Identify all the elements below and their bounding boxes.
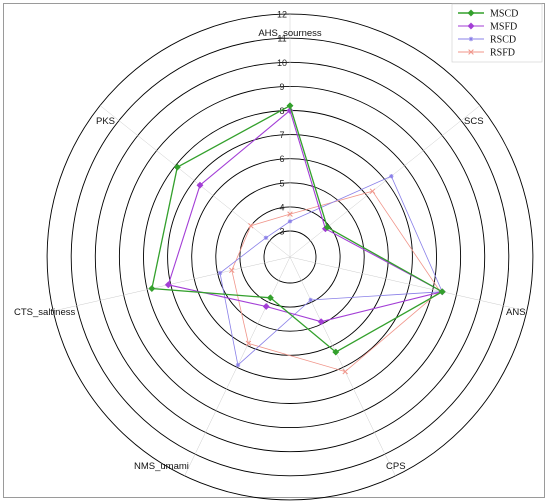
tick-label: 7 — [279, 130, 284, 140]
series-line-msfd — [167, 109, 444, 323]
legend-swatch-marker — [468, 36, 474, 42]
chart-frame — [3, 3, 545, 498]
data-point-rsfd — [342, 368, 348, 375]
data-point-rscd — [217, 270, 223, 276]
axis-label-nms_umami: NMS_umami — [134, 461, 189, 472]
tick-label: 11 — [277, 34, 286, 44]
data-point-mscd — [266, 294, 274, 302]
series-line-rscd — [219, 175, 443, 366]
data-point-rsfd — [369, 188, 376, 194]
tick-label: 10 — [277, 58, 287, 68]
legend-swatch-marker — [467, 9, 475, 17]
axis-label-ahs_sourness: AHS_sourness — [258, 28, 322, 39]
data-point-mscd — [323, 223, 331, 231]
data-point-rscd — [287, 219, 293, 224]
legend-label: MSFD — [490, 22, 517, 33]
data-point-rsfd — [245, 340, 252, 347]
series-line-mscd — [151, 104, 444, 353]
axis-label-cts_saltiness: CTS_saltiness — [14, 307, 75, 318]
data-point-mscd — [286, 102, 294, 110]
tick-label: 3 — [279, 227, 284, 237]
data-point-msfd — [196, 181, 204, 189]
data-point-mscd — [148, 284, 156, 293]
tick-label: 6 — [279, 154, 284, 164]
tick-label: 9 — [279, 82, 284, 92]
series-line-rsfd — [231, 190, 441, 373]
data-point-rscd — [389, 173, 394, 179]
data-point-msfd — [317, 318, 325, 326]
data-point-rsfd — [229, 267, 235, 274]
data-point-rsfd — [287, 211, 293, 217]
data-point-msfd — [262, 302, 270, 311]
tick-label: 8 — [279, 106, 284, 116]
axis-spoke — [184, 256, 291, 476]
legend: MSCD MSFD RSCD RSFD — [451, 3, 543, 63]
legend-item-mscd: MSCD — [458, 9, 518, 20]
tick-label: 4 — [279, 202, 284, 212]
axis-spokes — [53, 14, 527, 476]
axis-label-ans: ANS — [506, 307, 526, 318]
series-mscd — [148, 102, 446, 356]
series-rscd — [217, 173, 445, 368]
legend-item-rscd: RSCD — [458, 35, 516, 46]
legend-item-msfd: MSFD — [458, 22, 517, 33]
legend-label: RSCD — [490, 35, 516, 46]
series-layer — [148, 102, 446, 375]
axis-spoke — [99, 105, 291, 258]
axis-spoke — [289, 105, 481, 258]
axis-label-scs: SCS — [464, 116, 484, 127]
tick-label: 12 — [277, 10, 287, 20]
legend-swatch-marker — [467, 22, 475, 30]
data-point-rscd — [308, 297, 313, 303]
data-point-mscd — [173, 163, 181, 171]
data-point-mscd — [438, 288, 446, 296]
data-point-rscd — [263, 235, 269, 240]
axis-spoke — [289, 256, 527, 312]
axis-spoke — [289, 256, 396, 476]
data-point-msfd — [164, 281, 172, 289]
axis-labels: AHS_sourness SCS ANS CPS NMS_umami CTS_saltin… — [14, 28, 526, 472]
legend-label: MSCD — [490, 9, 518, 20]
legend-swatch-marker — [468, 49, 474, 55]
data-point-mscd — [332, 348, 340, 356]
legend-item-rsfd: RSFD — [458, 48, 515, 59]
tick-label: 5 — [279, 178, 284, 188]
data-point-rscd — [235, 362, 241, 368]
axis-spoke — [53, 256, 291, 312]
data-point-rsfd — [248, 223, 254, 229]
legend-label: RSFD — [490, 48, 515, 59]
tick-labels: 3 4 5 6 7 8 9 10 11 12 — [277, 10, 287, 237]
axis-label-cps: CPS — [386, 461, 406, 472]
axis-label-pks: PKS — [96, 116, 115, 127]
